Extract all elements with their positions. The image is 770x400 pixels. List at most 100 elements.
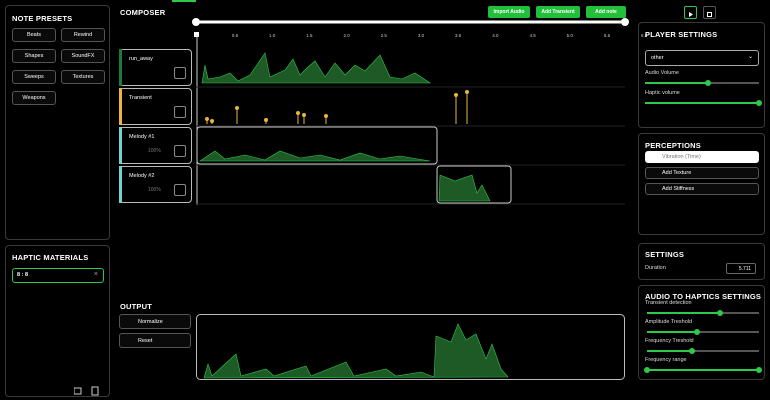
shape [756,367,762,373]
track-icon[interactable] [174,184,186,196]
input-text: 8 : 8 [17,272,29,278]
preset-button[interactable]: Rewind [61,28,105,42]
shape [194,32,199,37]
track-icon[interactable] [174,67,186,79]
time-tick: 2.0 [343,33,350,38]
time-tick: 1.5 [306,33,313,38]
track-header: Melody #1 100% [119,127,192,164]
tab-indicator [172,0,196,2]
track-icon[interactable] [174,145,186,157]
shape [296,111,300,115]
time-tick: 6.0 [641,33,648,38]
track-icon[interactable] [174,106,186,118]
slider[interactable] [645,100,762,106]
shape [465,90,469,94]
preset-button[interactable]: Weapons [12,91,56,105]
materials-panel: HAPTIC MATERIALS 8 : 8 × [5,245,110,397]
slider-label: Haptic volume [645,90,680,96]
shape [201,52,431,84]
slider[interactable] [644,367,762,373]
panel-title: AUDIO TO HAPTICS SETTINGS [645,292,762,301]
track-name: Melody #1 [129,134,155,140]
panel-title: PERCEPTIONS [645,141,701,150]
timeline-svg [192,18,629,205]
settings-panel: SETTINGS Duration 5.711 [638,243,765,280]
action-button[interactable]: Add Transient [536,6,580,18]
shape [621,18,629,26]
perceptions-panel: PERCEPTIONS Vibration (Time) Add Texture A… [638,133,765,235]
presets-panel: NOTE PRESETS Beats Rewind Shapes SoundFX Swe… [5,5,110,240]
preset-button[interactable]: Textures [61,70,105,84]
shape [756,100,762,106]
shape [438,174,491,202]
shape [645,102,759,104]
perception-item[interactable]: Vibration (Time) [645,151,759,163]
track-color [119,166,122,203]
slider-label: Amplitude Treshold [645,319,693,325]
action-button[interactable]: Import Audio [488,6,530,18]
shape [647,369,759,371]
panel-title: PLAYER SETTINGS [645,30,718,39]
time-tick: 3.0 [417,33,425,38]
track-name: run_away [129,56,153,62]
time-tick: 3.5 [455,33,462,38]
shape [694,329,701,335]
duration-input[interactable]: 5.711 [726,263,756,274]
preset-button[interactable]: Shapes [12,49,56,63]
shape [688,348,695,354]
perception-item[interactable]: Add Texture [645,167,759,179]
preset-button[interactable]: Sweeps [12,70,56,84]
preset-button[interactable]: Beats [12,28,56,42]
track-percent: 100% [148,148,161,154]
slider[interactable] [645,80,759,86]
shape [454,93,458,97]
output-button[interactable]: Reset [119,333,191,348]
shape [235,106,239,110]
clear-icon[interactable]: × [93,271,98,278]
material-input[interactable]: 8 : 8 × [12,268,104,283]
duration-label: Duration [645,265,666,271]
action-button[interactable]: Add note [586,6,626,18]
track-header: Melody #2 100% [119,166,192,203]
preset-button[interactable]: SoundFX [61,49,105,63]
file-icons[interactable] [74,386,104,396]
shape [647,312,720,314]
track-color [119,127,122,164]
chevron: ⌄ [747,54,753,60]
time-tick: 4.0 [492,33,499,38]
shape [199,150,431,162]
shape [716,310,723,316]
panel-title: HAPTIC MATERIALS [12,253,89,262]
slider[interactable] [647,329,759,335]
perception-item[interactable]: Add Stiffness [645,183,759,195]
play-button[interactable] [684,6,697,19]
slider-label: Transient detection [645,300,692,306]
shape [689,12,693,17]
slider[interactable] [647,348,759,354]
track-name: Transient [129,95,152,101]
output-button[interactable]: Normalize [119,314,191,329]
track-color [119,49,122,86]
section-title: COMPOSER [120,8,166,17]
slider[interactable] [647,310,759,316]
stop-button[interactable] [703,6,716,19]
shape [192,18,200,26]
time-tick: 4.5 [529,33,536,38]
panel-title: SETTINGS [645,250,685,259]
shape [707,12,712,17]
shape [196,314,625,380]
shape [324,114,328,118]
shape [707,12,712,17]
shape [302,113,306,117]
a2h-panel: AUDIO TO HAPTICS SETTINGS Transient dete… [638,285,765,380]
shape [644,367,650,373]
player-panel: PLAYER SETTINGS other ⌄ Audio Volume Hap… [638,22,765,128]
shape [205,117,209,121]
shape [203,323,509,379]
track-header: run_away [119,49,192,86]
shape [689,12,693,17]
select[interactable]: other ⌄ [645,50,759,66]
time-tick: 5.0 [566,33,573,38]
slider-label: Frequency range [645,357,687,363]
